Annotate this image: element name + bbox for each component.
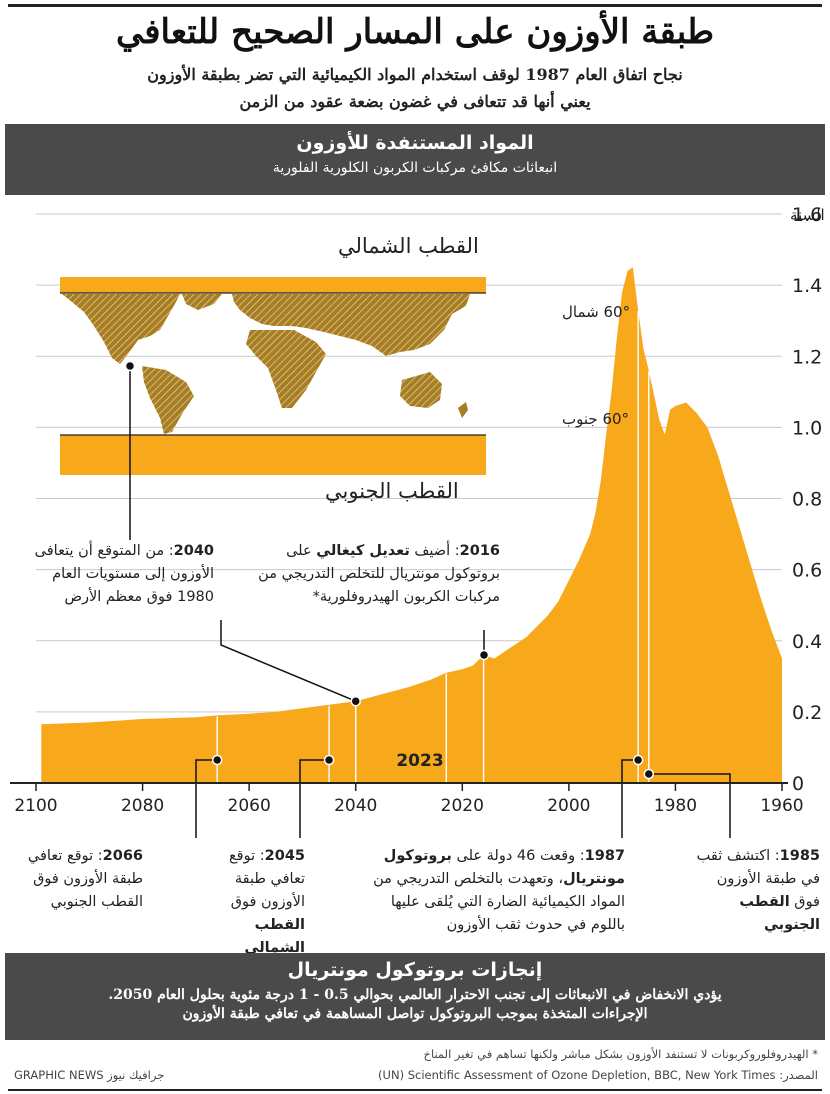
- x-tick-label: 2020: [441, 796, 484, 816]
- north-america-landmass: [62, 294, 180, 364]
- annotation-2016: 2016: أضيف تعديل كيغالي على بروتوكول مون…: [258, 543, 500, 605]
- subtitle-line-2: يعني أنها قد تتعافى في غضون بضعة عقود من…: [239, 92, 591, 111]
- page-title: طبقة الأوزون على المسار الصحيح للتعافي: [115, 12, 715, 52]
- leader-line: [299, 759, 330, 838]
- annotation-leaders: [124, 360, 731, 838]
- new-zealand-landmass: [458, 402, 468, 418]
- y-tick-label: 0.4: [792, 631, 822, 653]
- antarctic-band: [60, 435, 486, 475]
- leader-line: [648, 773, 731, 838]
- emissions-area: [41, 267, 783, 783]
- credit-text: GRAPHIC NEWS جرافيك نيوز: [14, 1068, 165, 1082]
- leader-line: [220, 620, 357, 702]
- south-pole-label: القطب الجنوبي: [325, 479, 459, 503]
- leader-dot: [323, 754, 335, 766]
- y-tick-label: 0: [792, 773, 804, 795]
- greenland-landmass: [182, 294, 222, 310]
- achievements-line-2: الإجراءات المتخذة بموجب البروتوكول تواصل…: [182, 1006, 648, 1022]
- annotation-1985: 1985: اكتشف ثقب في طبقة الأوزون فوق القط…: [696, 848, 820, 933]
- source-text: المصدر: UN) Scientific Assessment of Ozo…: [378, 1068, 818, 1082]
- achievements-heading: إنجازات بروتوكول مونتريال: [287, 959, 543, 981]
- leader-line: [621, 759, 639, 838]
- y-axis-unit-label: مليون طن متري في السنة: [790, 206, 830, 225]
- leader-dot: [632, 754, 644, 766]
- eurasia-landmass: [232, 294, 470, 356]
- x-tick-label: 2000: [547, 796, 590, 816]
- leader-dot: [350, 695, 361, 707]
- achievements-line-1: يؤدي الانخفاض في الانبعاثات إلى تجنب الا…: [108, 987, 722, 1003]
- leader-dot: [124, 360, 136, 372]
- section-heading: المواد المستنفدة للأوزون: [296, 132, 534, 154]
- y-tick-label: 1.0: [792, 417, 822, 439]
- section-subheading: انبعاثات مكافئ مركبات الكربون الكلورية ا…: [272, 160, 558, 176]
- x-tick-label: 2040: [334, 796, 377, 816]
- africa-landmass: [246, 330, 326, 408]
- bottom-rule: [8, 1089, 822, 1091]
- achievements-band: إنجازات بروتوكول مونتريال يؤدي الانخفاض …: [5, 953, 825, 1040]
- x-tick-label: 1980: [654, 796, 697, 816]
- x-tick-label: 2060: [228, 796, 271, 816]
- australia-landmass: [400, 372, 442, 408]
- world-map: القطب الشمالي القطب الجنوبي 60° شمال 60°…: [60, 234, 630, 503]
- lat-60-south-label: 60° جنوب: [562, 410, 629, 428]
- leader-line: [195, 759, 218, 838]
- y-tick-label: 0.6: [792, 560, 822, 582]
- annotation-1987: 1987: وقعت 46 دولة على بروتوكول مونتريال…: [373, 848, 625, 933]
- y-axis: 1.6 1.4 1.2 1.0 0.8 0.6 0.4 0.2 0: [792, 204, 822, 795]
- leader-dot: [211, 754, 223, 766]
- x-tick-label: 2080: [121, 796, 164, 816]
- y-tick-label: 1.6: [792, 204, 822, 226]
- x-tick-label: 1960: [760, 796, 803, 816]
- y-tick-label: 1.4: [792, 275, 822, 297]
- marker-lines: [216, 311, 650, 783]
- annotation-2040: 2040: من المتوقع أن يتعافى الأوزون إلى م…: [34, 543, 214, 605]
- y-tick-label: 0.2: [792, 702, 822, 724]
- leader-dot: [478, 649, 490, 661]
- x-tick-label: 2100: [14, 796, 57, 816]
- subtitle-line-1: نجاح اتفاق العام 1987 لوقف استخدام الموا…: [147, 65, 683, 84]
- y-tick-label: 0.8: [792, 489, 822, 511]
- y-tick-label: 1.2: [792, 346, 822, 368]
- current-year-label: 2023: [396, 751, 443, 771]
- north-pole-label: القطب الشمالي: [338, 234, 479, 258]
- annotation-2045: 2045: توقع تعافي طبقة الأوزون فوق القطب …: [228, 848, 305, 956]
- top-rule: [8, 4, 822, 7]
- lat-60-north-label: 60° شمال: [562, 303, 630, 321]
- footnote: * الهيدروفلوروكربونات لا تستنفد الأوزون …: [423, 1047, 818, 1061]
- x-axis: 2100 2080 2060 2040 2020 2000 1980 1960: [10, 782, 804, 816]
- section-header-band: المواد المستنفدة للأوزون انبعاثات مكافئ …: [5, 124, 825, 195]
- leader-dot: [643, 768, 655, 780]
- annotation-2066: 2066: توقع تعافي طبقة الأوزون فوق القطب …: [27, 848, 143, 910]
- arctic-band: [60, 277, 486, 293]
- south-america-landmass: [142, 366, 194, 434]
